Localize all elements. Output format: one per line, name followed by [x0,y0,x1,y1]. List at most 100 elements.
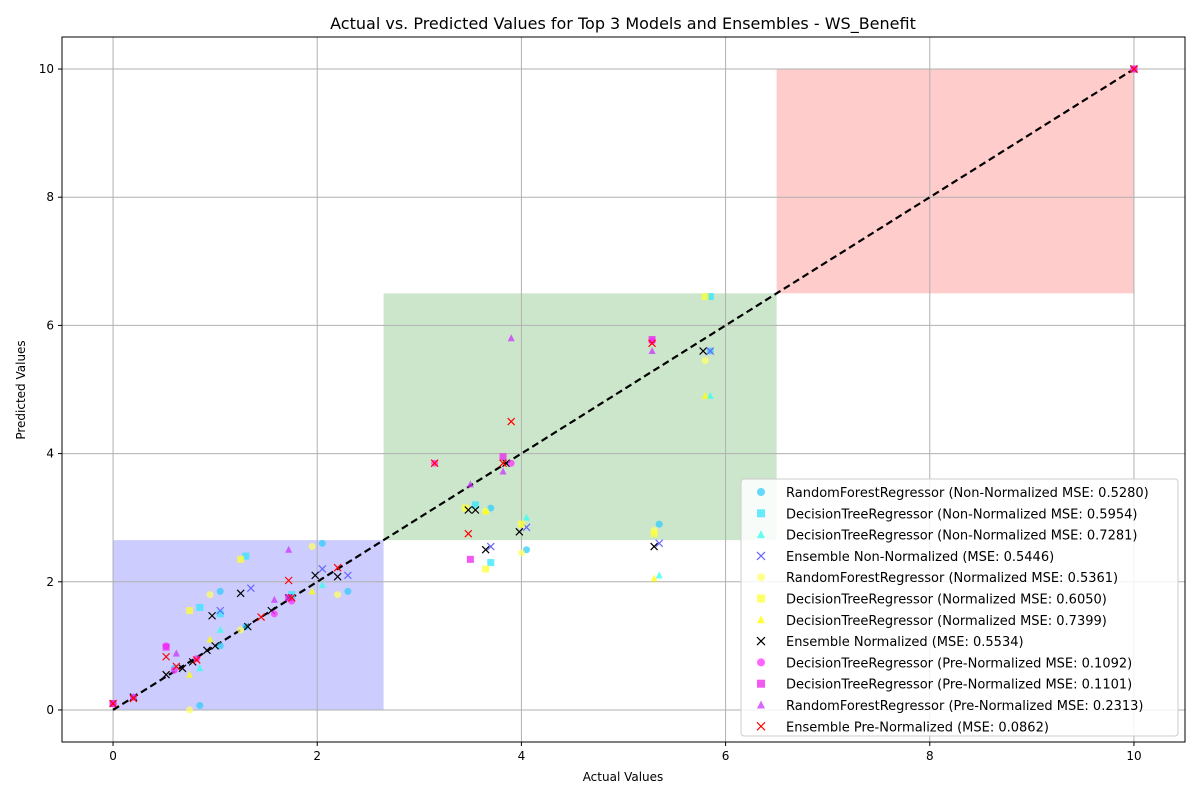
y-tick-label: 4 [46,447,54,461]
legend-marker [757,679,765,688]
data-point-series-9 [270,610,278,618]
data-point-series-5 [206,591,214,599]
x-marker-stroke [162,652,171,661]
data-point-series-5 [186,706,194,714]
data-point-series-11 [285,545,293,553]
data-point-series-7 [186,670,194,678]
data-point-series-5 [517,549,525,557]
data-point-series-1 [523,546,531,554]
ideal-line-layer [112,68,1135,711]
y-tick-label: 0 [46,703,54,717]
data-point-series-7 [308,587,316,595]
legend-label: DecisionTreeRegressor (Pre-Normalized MS… [786,678,1132,693]
data-point-series-2 [216,610,224,618]
data-point-series-5 [334,591,342,599]
x-tick-label: 4 [518,749,526,763]
y-tick-label: 6 [46,318,54,332]
data-point-series-10 [499,453,507,461]
legend-label: DecisionTreeRegressor (Normalized MSE: 0… [786,614,1107,629]
data-point-series-8 [178,664,187,673]
legend-label: Ensemble Pre-Normalized (MSE: 0.0862) [786,720,1049,735]
x-marker-stroke [648,339,657,348]
data-point-series-8 [211,641,220,650]
y-tick-label: 8 [46,190,54,204]
legend-label: RandomForestRegressor (Normalized MSE: 0… [786,571,1118,586]
data-point-series-8 [162,670,171,679]
x-marker-stroke [243,622,252,631]
data-point-series-8 [650,542,659,551]
data-point-series-9 [193,655,201,663]
data-point-series-9 [129,693,137,701]
data-point-series-12 [430,459,439,468]
x-marker-stroke [756,721,766,731]
data-point-series-4 [216,606,225,615]
legend-marker [757,658,765,667]
x-marker-stroke [208,611,216,620]
legend-label: RandomForestRegressor (Non-Normalized MS… [786,486,1149,501]
data-point-series-6 [650,530,658,538]
x-marker-stroke [464,506,473,514]
data-point-series-1 [216,642,224,650]
x-tick-label: 6 [722,749,730,763]
data-point-series-4 [318,565,327,573]
x-marker-stroke [756,551,766,561]
x-marker-stroke [515,527,524,536]
data-point-series-7 [206,635,214,643]
plot-frame [61,36,1186,743]
data-point-series-1 [318,539,326,547]
data-point-series-8 [699,347,708,355]
x-marker-stroke [499,459,507,468]
legend-label: RandomForestRegressor (Pre-Normalized MS… [786,699,1144,714]
x-marker-stroke [178,664,187,673]
data-point-series-12 [257,613,266,621]
data-point-series-7 [650,574,658,582]
data-point-series-2 [487,559,495,567]
data-point-series-12 [129,694,138,703]
legend: RandomForestRegressor (Non-Normalized MS… [740,478,1179,737]
legend-marker [757,509,765,518]
x-tick-label: 2 [313,749,321,763]
x-marker-stroke [162,670,171,679]
data-point-series-10 [162,643,170,651]
x-marker-stroke [318,565,327,573]
legend-label: DecisionTreeRegressor (Pre-Normalized MS… [786,656,1132,671]
legend-box [740,478,1179,737]
x-marker-stroke [333,563,342,572]
data-point-series-8 [515,527,524,536]
data-point-series-12 [172,662,181,671]
data-point-series-12 [192,656,201,664]
data-point-series-1 [216,587,224,595]
x-marker-stroke [655,539,664,548]
legend-marker [756,551,766,561]
data-point-series-2 [196,603,204,611]
data-point-series-9 [170,666,178,674]
data-point-series-1 [242,623,250,631]
data-point-series-12 [109,699,117,708]
x-tick-label: 10 [1126,749,1141,763]
data-point-series-1 [196,701,204,709]
x-marker-stroke [236,589,245,598]
data-point-series-3 [523,513,531,521]
data-point-series-12 [499,459,507,468]
data-point-series-12 [284,576,293,585]
data-point-series-12 [287,593,296,602]
data-point-series-5 [308,543,316,551]
x-marker-stroke [471,506,480,514]
x-marker-stroke [311,571,320,580]
x-marker-stroke [192,656,201,664]
legend-marker [756,721,766,731]
legend-label: DecisionTreeRegressor (Normalized MSE: 0… [786,593,1107,608]
x-marker-stroke [706,347,715,355]
data-point-series-7 [482,507,490,515]
data-point-series-3 [318,580,326,588]
x-marker-stroke [464,529,473,538]
x-tick-label: 8 [926,749,934,763]
x-marker-stroke [333,572,342,581]
x-marker-stroke [287,593,296,602]
data-point-series-6 [237,555,245,563]
data-point-series-3 [196,664,204,672]
data-point-series-8 [471,506,480,514]
x-tick-label: 0 [109,749,117,763]
x-marker-stroke [430,459,439,468]
